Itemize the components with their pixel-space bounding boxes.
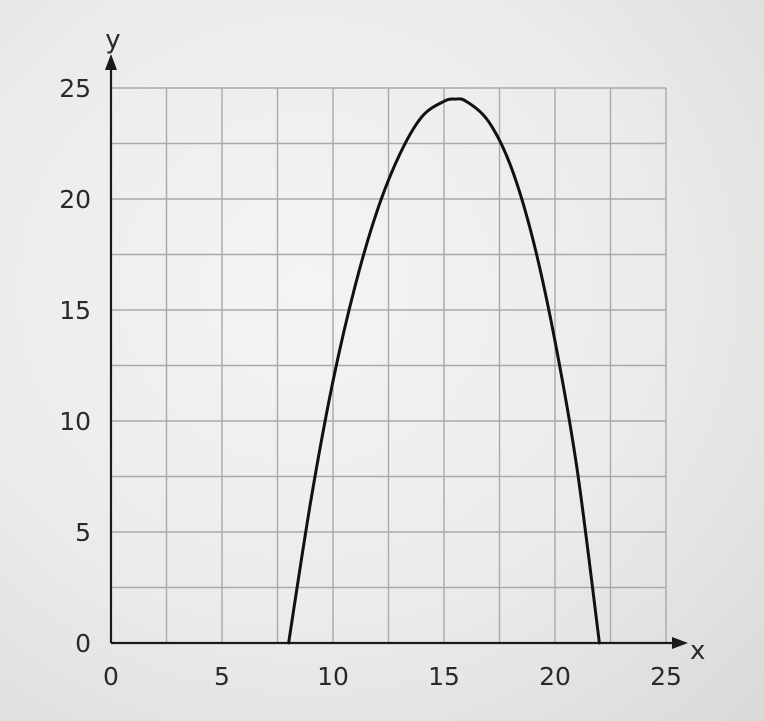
axes <box>105 54 688 649</box>
y-axis-label: y <box>105 25 120 55</box>
x-axis-arrow <box>672 637 688 649</box>
x-tick-label: 15 <box>428 662 460 691</box>
y-tick-label: 5 <box>75 518 91 547</box>
labels: 0 5 10 15 20 25 0 5 10 15 20 25 x y <box>59 25 705 691</box>
x-tick-label: 0 <box>103 662 119 691</box>
y-axis-arrow <box>105 54 117 70</box>
y-tick-label: 15 <box>59 296 91 325</box>
x-tick-label: 20 <box>539 662 571 691</box>
series <box>287 97 601 645</box>
y-tick-label: 20 <box>59 185 91 214</box>
x-axis-label: x <box>690 636 705 666</box>
y-tick-label: 10 <box>59 407 91 436</box>
x-tick-label: 10 <box>317 662 349 691</box>
parabola-curve <box>287 97 601 645</box>
grid <box>111 87 667 643</box>
y-tick-label: 25 <box>59 74 91 103</box>
x-tick-label: 25 <box>650 662 682 691</box>
y-tick-label: 0 <box>75 629 91 658</box>
x-tick-label: 5 <box>214 662 230 691</box>
